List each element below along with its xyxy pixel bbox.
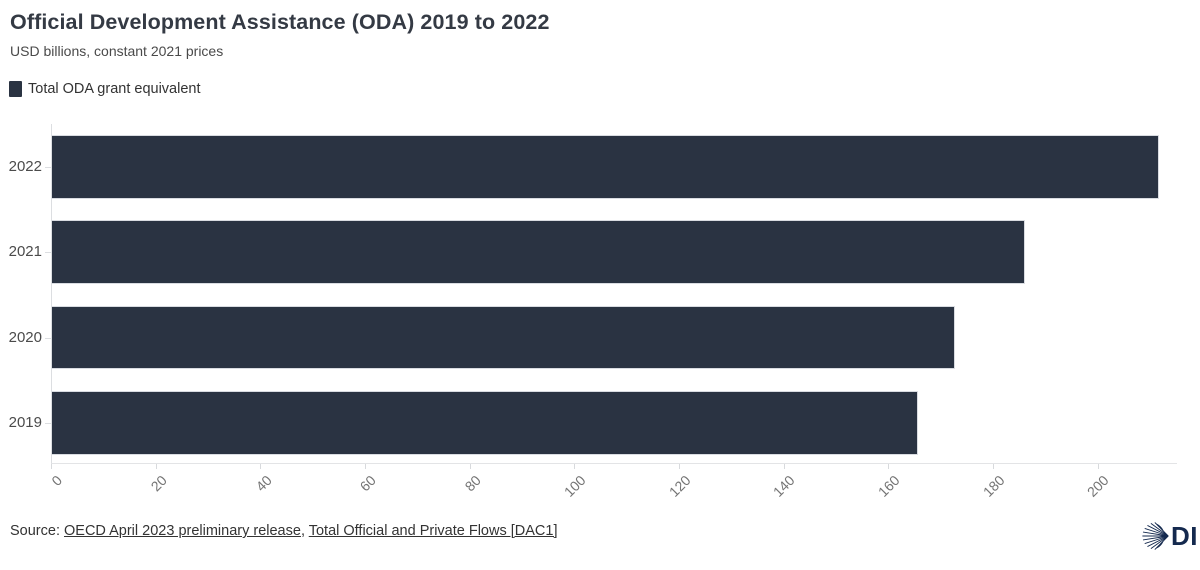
y-tick-mark	[45, 166, 51, 168]
y-axis-label: 2022	[8, 157, 42, 175]
bar-2020[interactable]	[52, 305, 955, 370]
x-tick-mark	[783, 464, 785, 469]
legend-item[interactable]: Total ODA grant equivalent	[9, 81, 201, 97]
source-separator: ,	[300, 523, 309, 539]
legend-label: Total ODA grant equivalent	[28, 81, 201, 97]
y-tick-mark	[45, 337, 51, 339]
source-link-dac1[interactable]: Total Official and Private Flows [DAC1]	[308, 523, 558, 539]
x-tick-mark	[155, 464, 157, 469]
odi-logo-text: DI	[1171, 521, 1198, 551]
x-tick-label: 180	[979, 472, 1008, 500]
x-tick-label: 200	[1083, 472, 1112, 500]
x-tick-mark	[678, 464, 680, 469]
x-tick-label: 120	[665, 472, 694, 500]
x-tick-label: 20	[147, 472, 170, 495]
source-line: Source: OECD April 2023 preliminary rele…	[10, 523, 557, 539]
bar-2022[interactable]	[52, 135, 1159, 199]
globe-icon	[1142, 522, 1169, 550]
chart-title: Official Development Assistance (ODA) 20…	[10, 10, 550, 34]
y-axis-label: 2021	[8, 243, 42, 261]
chart-subtitle: USD billions, constant 2021 prices	[10, 43, 224, 59]
x-tick-mark	[364, 464, 366, 469]
y-axis-label: 2019	[8, 413, 42, 431]
x-tick-mark	[1097, 464, 1099, 469]
x-tick-mark	[574, 464, 576, 469]
x-tick-label: 140	[770, 472, 798, 500]
x-tick-label: 60	[356, 472, 380, 495]
x-tick-mark	[51, 464, 52, 469]
plot-area	[51, 124, 1177, 464]
x-tick-label: 40	[252, 472, 275, 495]
x-tick-mark	[888, 464, 890, 469]
bar-2021[interactable]	[52, 220, 1026, 284]
legend-swatch-icon	[9, 81, 22, 97]
bar-2019[interactable]	[52, 391, 918, 455]
x-tick-label: 160	[874, 472, 903, 500]
y-axis-label: 2020	[8, 328, 42, 346]
odi-logo[interactable]: DI	[1141, 521, 1198, 551]
source-prefix: Source:	[10, 523, 64, 539]
x-tick-mark	[992, 464, 994, 469]
x-tick-mark	[260, 464, 262, 469]
x-tick-label: 100	[560, 472, 589, 500]
x-tick-label: 80	[461, 472, 484, 495]
x-tick-mark	[469, 464, 471, 469]
source-link-oecd[interactable]: OECD April 2023 preliminary release	[64, 523, 301, 539]
x-tick-label: 0	[48, 472, 66, 489]
y-tick-mark	[45, 422, 51, 424]
x-axis: 0 20 40 60 80 100 120 140 160 180 200	[48, 463, 1176, 513]
y-tick-mark	[45, 252, 51, 254]
